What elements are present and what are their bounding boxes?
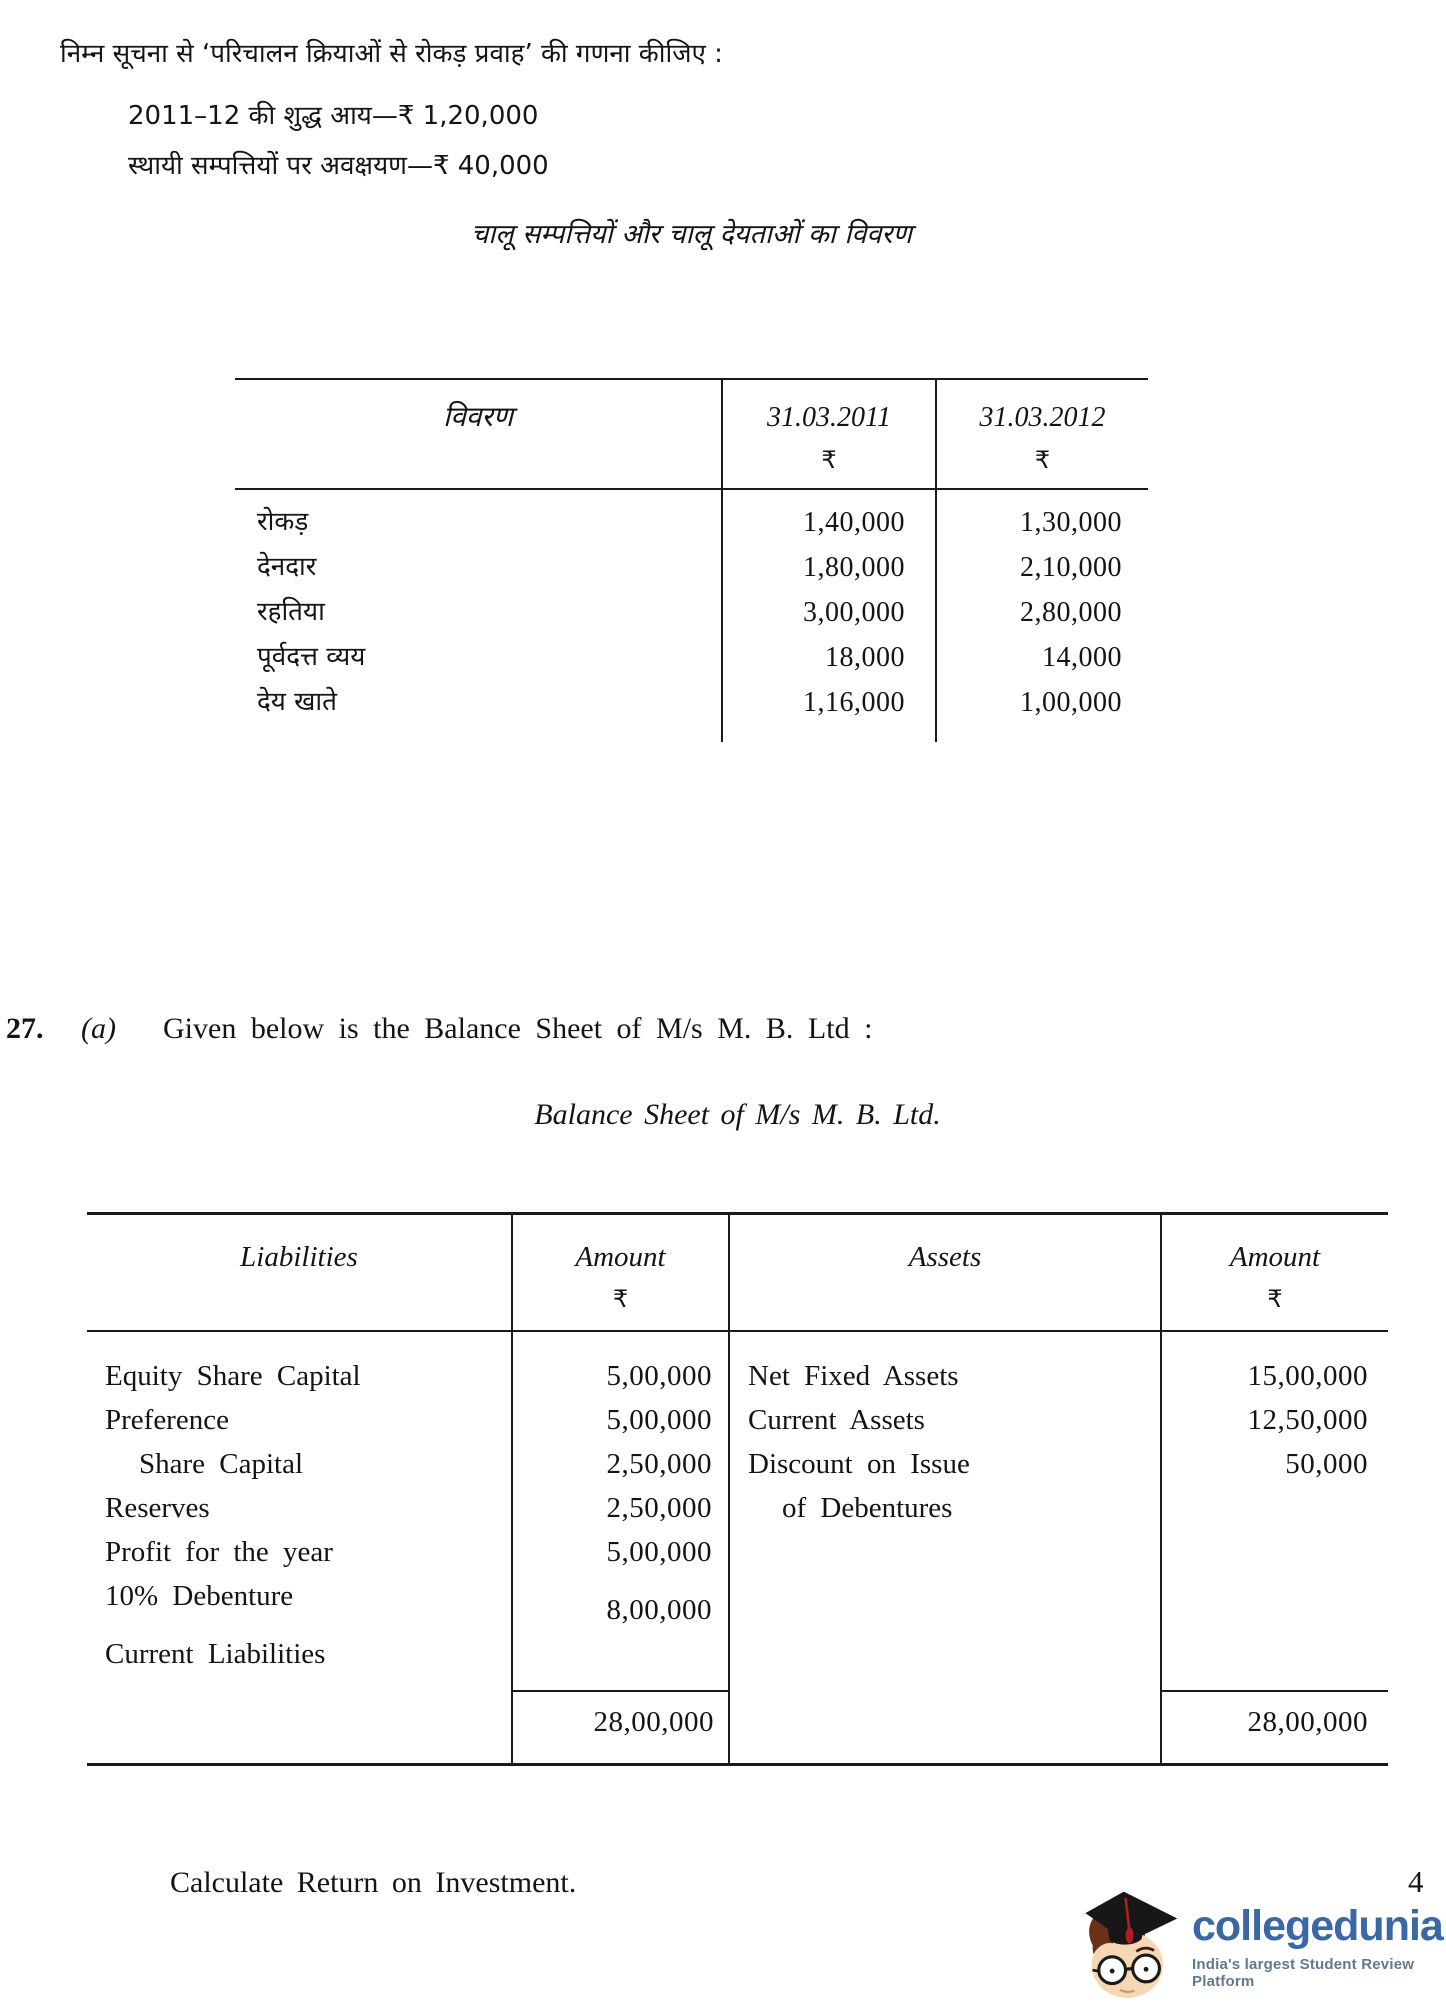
question-intro-text: निम्न सूचना से ‘परिचालन क्रियाओं से रोकड… bbox=[60, 39, 723, 69]
balance-sheet-title: Balance Sheet of M/s M. B. Ltd. bbox=[534, 1098, 941, 1131]
balance-sheet-body: Equity Share Capital Preference Share Ca… bbox=[87, 1332, 1388, 1766]
asset-label: Net Fixed Assets bbox=[748, 1360, 959, 1392]
instruction-text: Calculate Return on Investment. bbox=[170, 1866, 577, 1899]
liability-label: Share Capital bbox=[139, 1448, 304, 1480]
asset-amount: 50,000 bbox=[1285, 1448, 1368, 1480]
total-assets: 28,00,000 bbox=[1247, 1706, 1368, 1738]
brand-tagline: India's largest Student Review Platform bbox=[1192, 1956, 1415, 1991]
rupee-icon: ₹ bbox=[1267, 1285, 1283, 1313]
liability-label: Preference bbox=[105, 1404, 229, 1436]
header-amount-left-cell: Amount ₹ bbox=[513, 1215, 730, 1330]
assets-column: Net Fixed Assets Current Assets Discount… bbox=[730, 1332, 1162, 1763]
row-label: देय खाते bbox=[257, 687, 337, 717]
header-2012-label: 31.03.2012 bbox=[979, 402, 1106, 433]
value-2012: 14,000 bbox=[1042, 642, 1122, 673]
asset-label: Current Assets bbox=[748, 1404, 925, 1436]
header-2012-cell: 31.03.2012 ₹ bbox=[937, 380, 1148, 488]
header-2011-cell: 31.03.2011 ₹ bbox=[723, 380, 937, 488]
total-liabilities: 28,00,000 bbox=[593, 1706, 714, 1738]
liability-label: Current Liabilities bbox=[105, 1638, 326, 1670]
total-rule-right bbox=[1162, 1690, 1388, 1692]
question-part-label: (a) bbox=[81, 1012, 116, 1045]
row-label: पूर्वदत्त व्यय bbox=[257, 642, 366, 672]
balance-sheet-header: Liabilities Amount ₹ Assets Amount ₹ bbox=[87, 1212, 1388, 1332]
value-2012: 2,80,000 bbox=[1020, 597, 1122, 628]
header-assets-label: Assets bbox=[908, 1241, 982, 1273]
liability-label: Profit for the year bbox=[105, 1536, 333, 1568]
header-amount-right-cell: Amount ₹ bbox=[1162, 1215, 1388, 1330]
liability-label: Equity Share Capital bbox=[105, 1360, 361, 1392]
value-2012: 1,30,000 bbox=[1020, 507, 1122, 538]
balance-sheet-table: Liabilities Amount ₹ Assets Amount ₹ Equ… bbox=[87, 1212, 1388, 1766]
liability-amount: 5,00,000 bbox=[606, 1360, 712, 1392]
values-2011-column: 1,40,000 1,80,000 3,00,000 18,000 1,16,0… bbox=[723, 490, 937, 742]
asset-amount: 15,00,000 bbox=[1247, 1360, 1368, 1392]
values-2012-column: 1,30,000 2,10,000 2,80,000 14,000 1,00,0… bbox=[937, 490, 1148, 742]
header-2011-label: 31.03.2011 bbox=[767, 402, 891, 433]
value-2012: 1,00,000 bbox=[1020, 687, 1122, 718]
mascot-icon bbox=[1085, 1891, 1178, 1998]
row-label: रहतिया bbox=[257, 597, 325, 627]
row-label: देनदार bbox=[257, 552, 317, 582]
rupee-icon: ₹ bbox=[612, 1285, 629, 1313]
header-particulars-cell: विवरण bbox=[235, 380, 723, 488]
liability-amount: 8,00,000 bbox=[606, 1594, 712, 1626]
header-liabilities-label: Liabilities bbox=[240, 1241, 358, 1273]
net-income-line: 2011–12 की शुद्ध आय—₹ 1,20,000 bbox=[128, 101, 539, 131]
header-assets-cell: Assets bbox=[730, 1215, 1162, 1330]
value-2011: 3,00,000 bbox=[803, 597, 905, 628]
row-label: रोकड़ bbox=[257, 507, 309, 537]
asset-amount: 12,50,000 bbox=[1247, 1404, 1368, 1436]
value-2011: 1,16,000 bbox=[803, 687, 905, 718]
value-2011: 18,000 bbox=[825, 642, 905, 673]
assets-amount-column: 15,00,000 12,50,000 50,000 bbox=[1162, 1332, 1388, 1763]
particulars-column: रोकड़ देनदार रहतिया पूर्वदत्त व्यय देय ख… bbox=[235, 490, 723, 742]
liability-amount: 5,00,000 bbox=[606, 1536, 712, 1568]
depreciation-line: स्थायी सम्पत्तियों पर अवक्षयण—₹ 40,000 bbox=[128, 151, 549, 181]
value-2011: 1,40,000 bbox=[803, 507, 905, 538]
asset-label: of Debentures bbox=[782, 1492, 953, 1524]
brand-tld-text: .com bbox=[1445, 1912, 1446, 1942]
question-number: 27. bbox=[6, 1012, 44, 1045]
header-particulars-label: विवरण bbox=[442, 402, 514, 433]
liability-label: Reserves bbox=[105, 1492, 210, 1524]
asset-label: Discount on Issue bbox=[748, 1448, 970, 1480]
liability-label: 10% Debenture bbox=[105, 1580, 294, 1612]
rupee-icon: ₹ bbox=[821, 446, 837, 474]
liabilities-column: Equity Share Capital Preference Share Ca… bbox=[87, 1332, 513, 1763]
brand-text: collegedunia bbox=[1192, 1901, 1444, 1950]
statement-table: विवरण 31.03.2011 ₹ 31.03.2012 ₹ रोकड़ दे… bbox=[235, 378, 1148, 742]
question-text: Given below is the Balance Sheet of M/s … bbox=[163, 1012, 873, 1045]
value-2012: 2,10,000 bbox=[1020, 552, 1122, 583]
total-rule-left bbox=[513, 1690, 730, 1692]
header-amount-label: Amount bbox=[1229, 1241, 1321, 1273]
liability-amount: 5,00,000 bbox=[606, 1404, 712, 1436]
liabilities-amount-column: 5,00,000 5,00,000 2,50,000 2,50,000 5,00… bbox=[513, 1332, 730, 1763]
statement-table-body: रोकड़ देनदार रहतिया पूर्वदत्त व्यय देय ख… bbox=[235, 490, 1148, 742]
liability-amount: 2,50,000 bbox=[606, 1492, 712, 1524]
statement-table-header: विवरण 31.03.2011 ₹ 31.03.2012 ₹ bbox=[235, 378, 1148, 490]
page-number: 4 bbox=[1408, 1864, 1424, 1899]
collegedunia-logo: collegedunia .com India's largest Studen… bbox=[1072, 1886, 1446, 2008]
value-2011: 1,80,000 bbox=[803, 552, 905, 583]
header-liabilities-cell: Liabilities bbox=[87, 1215, 513, 1330]
rupee-icon: ₹ bbox=[1034, 446, 1051, 474]
statement-table-title: चालू सम्पत्तियों और चालू देयताओं का विवर… bbox=[471, 219, 912, 250]
header-amount-label: Amount bbox=[575, 1241, 666, 1273]
liability-amount: 2,50,000 bbox=[606, 1448, 712, 1480]
